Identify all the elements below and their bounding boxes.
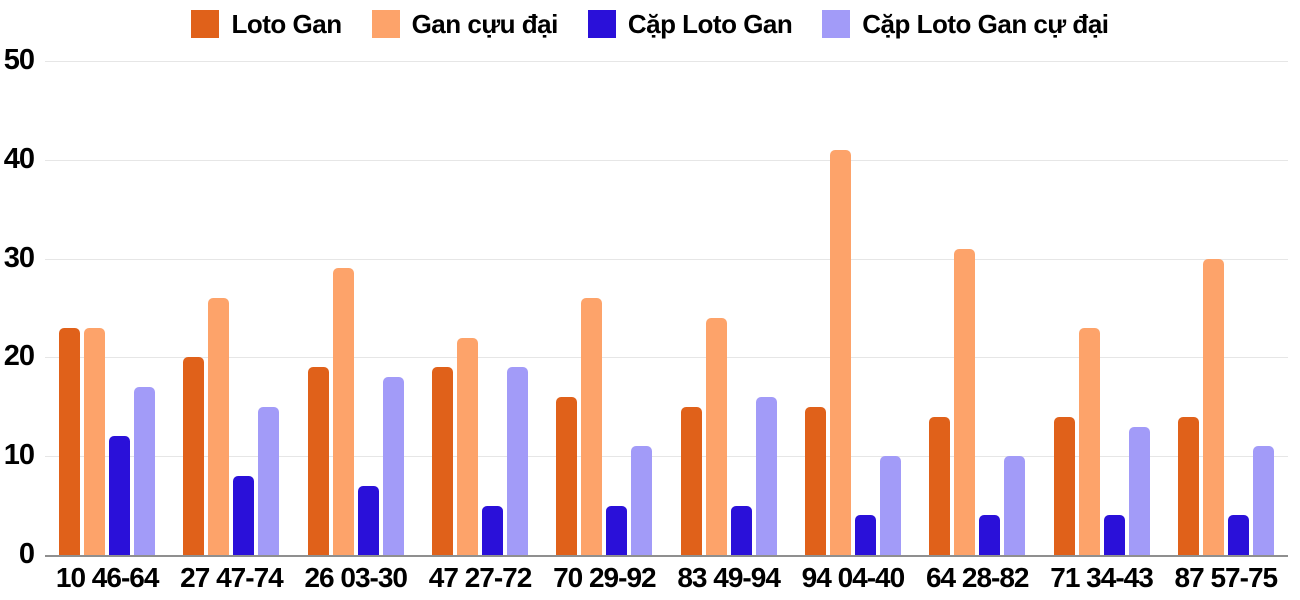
bar-series-2[interactable] — [581, 298, 603, 555]
legend-label: Cặp Loto Gan — [627, 8, 793, 39]
legend-swatch-icon — [822, 10, 851, 38]
bar-series-3[interactable] — [730, 506, 752, 555]
bar-group — [432, 338, 529, 555]
category-group: 71 34-43 — [1039, 61, 1163, 592]
bar-series-2[interactable] — [332, 268, 354, 555]
bar-group — [556, 298, 653, 555]
bar-series-2[interactable] — [84, 328, 106, 555]
bar-series-1[interactable] — [556, 397, 578, 555]
bar-series-2[interactable] — [208, 298, 230, 555]
bar-series-3[interactable] — [1103, 515, 1125, 555]
legend-label: Loto Gan — [231, 8, 342, 39]
bar-groups: 10 46-64 27 47-74 26 03-30 47 27-72 70 29-92… — [45, 61, 1288, 592]
x-axis-label: 27 47-74 — [180, 562, 284, 593]
bar-series-4[interactable] — [382, 377, 404, 555]
bar-series-2[interactable] — [829, 150, 851, 555]
legend-item-series-4: Cặp Loto Gan cự đại — [822, 8, 1109, 40]
bar-series-3[interactable] — [606, 506, 628, 555]
bar-series-4[interactable] — [1004, 456, 1026, 555]
bar-series-3[interactable] — [233, 476, 255, 555]
bar-series-1[interactable] — [680, 407, 702, 555]
category-group: 70 29-92 — [542, 61, 666, 592]
bar-series-1[interactable] — [183, 357, 205, 555]
legend-swatch-icon — [371, 10, 400, 38]
bar-series-4[interactable] — [507, 367, 529, 555]
category-group: 47 27-72 — [418, 61, 542, 592]
x-axis-label: 70 29-92 — [553, 562, 657, 593]
bar-series-3[interactable] — [482, 506, 504, 555]
y-tick-label: 50 — [3, 43, 35, 76]
bar-series-4[interactable] — [258, 407, 280, 555]
x-axis-label: 10 46-64 — [55, 562, 160, 593]
bar-series-3[interactable] — [109, 436, 131, 555]
y-tick-label: 0 — [18, 537, 35, 570]
y-tick-label: 30 — [3, 241, 35, 274]
bar-group — [59, 328, 156, 555]
x-axis-label: 94 04-40 — [801, 562, 906, 593]
bar-series-3[interactable] — [979, 515, 1001, 555]
bar-series-3[interactable] — [1227, 515, 1249, 555]
legend-swatch-icon — [191, 10, 220, 38]
legend-item-series-2: Gan cựu đại — [371, 8, 559, 40]
bar-series-1[interactable] — [59, 328, 81, 555]
bar-group — [1053, 328, 1150, 555]
plot-area: 10 46-64 27 47-74 26 03-30 47 27-72 70 29-92… — [45, 61, 1288, 592]
legend: Loto Gan Gan cựu đại Cặp Loto Gan Cặp Loto … — [0, 7, 1300, 41]
y-tick-label: 20 — [3, 340, 35, 373]
bar-series-4[interactable] — [1128, 427, 1150, 555]
bar-group — [680, 318, 777, 555]
bar-series-4[interactable] — [755, 397, 777, 555]
bar-series-4[interactable] — [134, 387, 156, 555]
x-axis-label: 26 03-30 — [304, 562, 408, 593]
bar-series-3[interactable] — [854, 515, 876, 555]
y-tick-label: 10 — [3, 439, 35, 472]
bar-series-1[interactable] — [432, 367, 454, 555]
bar-group — [307, 268, 404, 555]
bar-series-3[interactable] — [357, 486, 379, 555]
bar-group — [1177, 259, 1274, 555]
bar-series-2[interactable] — [1078, 328, 1100, 555]
y-tick-label: 40 — [3, 142, 35, 175]
bar-group — [804, 150, 901, 555]
gridline — [45, 456, 1288, 458]
category-group: 94 04-40 — [791, 61, 915, 592]
legend-swatch-icon — [587, 10, 616, 38]
gridline — [45, 61, 1288, 62]
category-group: 64 28-82 — [915, 61, 1039, 592]
x-axis-label: 71 34-43 — [1050, 562, 1154, 593]
bar-series-2[interactable] — [457, 338, 479, 555]
bar-group — [929, 249, 1026, 555]
x-axis-label: 64 28-82 — [925, 562, 1030, 593]
x-axis-label: 83 49-94 — [677, 562, 781, 593]
bar-group — [183, 298, 280, 555]
bar-series-1[interactable] — [1177, 417, 1199, 555]
y-axis: 0 10 20 30 40 50 — [0, 0, 36, 600]
bar-series-1[interactable] — [929, 417, 951, 555]
legend-item-series-1: Loto Gan — [191, 8, 342, 40]
category-group: 10 46-64 — [45, 61, 169, 592]
bar-series-1[interactable] — [804, 407, 826, 555]
bar-series-1[interactable] — [307, 367, 329, 555]
bar-series-4[interactable] — [631, 446, 653, 555]
bar-series-1[interactable] — [1053, 417, 1075, 555]
category-group: 87 57-75 — [1164, 61, 1288, 592]
legend-item-series-3: Cặp Loto Gan — [587, 8, 793, 40]
bar-series-2[interactable] — [954, 249, 976, 555]
category-group: 27 47-74 — [169, 61, 293, 592]
bar-series-4[interactable] — [1252, 446, 1274, 555]
gridline — [45, 357, 1288, 359]
x-axis-label: 87 57-75 — [1174, 562, 1279, 593]
gridline — [45, 258, 1288, 260]
category-group: 26 03-30 — [294, 61, 418, 592]
category-group: 83 49-94 — [666, 61, 790, 592]
bar-series-2[interactable] — [705, 318, 727, 555]
x-axis-label: 47 27-72 — [428, 562, 533, 593]
legend-label: Gan cựu đại — [411, 8, 559, 39]
bar-series-2[interactable] — [1202, 259, 1224, 555]
gridline — [45, 159, 1288, 161]
legend-label: Cặp Loto Gan cự đại — [862, 8, 1109, 39]
bar-series-4[interactable] — [879, 456, 901, 555]
